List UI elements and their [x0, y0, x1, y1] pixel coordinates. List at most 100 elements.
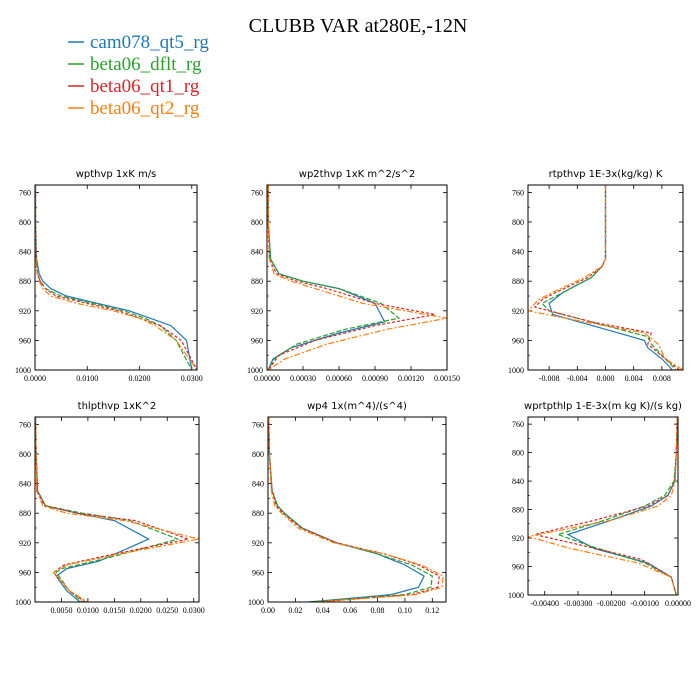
- x-tick-label: 0.02: [288, 606, 302, 615]
- plot-frame: [34, 416, 200, 603]
- x-tick-label: 0.08: [371, 606, 385, 615]
- series-line: [35, 185, 197, 370]
- x-tick-label: 0.06: [343, 606, 357, 615]
- x-tick-label: 0.0200: [129, 374, 151, 383]
- x-tick-label: 0.0100: [76, 374, 98, 383]
- series-line: [268, 417, 444, 602]
- plot-frame: [266, 184, 448, 371]
- series-line: [534, 417, 678, 595]
- x-tick-label: 0.0250: [156, 606, 178, 615]
- y-tick-label: 760: [251, 188, 263, 197]
- y-tick-label: 840: [19, 248, 31, 257]
- y-tick-label: 960: [512, 336, 524, 345]
- y-tick-label: 880: [19, 509, 31, 518]
- series-line: [35, 417, 199, 602]
- y-tick-label: 760: [252, 420, 264, 429]
- chart-panel: rtpthvp 1E-3x(kg/kg) K 760 800 840 880 920 960…: [508, 169, 684, 383]
- series-line: [528, 417, 678, 595]
- y-tick-label: 1000: [247, 366, 263, 375]
- y-tick-label: 1000: [15, 598, 31, 607]
- legend-label: beta06_qt1_rg: [90, 76, 200, 97]
- y-tick-label: 840: [252, 480, 264, 489]
- y-tick-label: 880: [252, 509, 264, 518]
- y-tick-label: 800: [252, 450, 264, 459]
- x-tick-label: 0.004: [625, 374, 643, 383]
- y-tick-label: 920: [19, 307, 31, 316]
- plot-frame: [267, 416, 447, 603]
- x-tick-label: 0.00090: [362, 374, 388, 383]
- y-tick-label: 1000: [248, 598, 264, 607]
- x-tick-label: 0.12: [425, 606, 439, 615]
- series-line: [267, 185, 447, 370]
- y-tick-label: 960: [19, 568, 31, 577]
- y-tick-label: 760: [512, 188, 524, 197]
- panel-title: wp4 1x(m^4)/(s^4): [307, 401, 407, 412]
- chart-panel: wpthvp 1xK m/s 760 800 840 880 920 960 10000.00…: [15, 169, 203, 383]
- y-tick-label: 760: [19, 420, 31, 429]
- plot-frame: [34, 184, 198, 371]
- chart-panels: wpthvp 1xK m/s76080084088092096010000.00…: [15, 169, 691, 615]
- x-tick-label: -0.008: [539, 374, 560, 383]
- y-tick-label: 880: [19, 277, 31, 286]
- y-tick-label: 960: [251, 336, 263, 345]
- chart-panel: wprtpthlp 1-E-3x(m kg K)/(s kg)760 800 840…: [508, 401, 691, 608]
- y-tick-label: 960: [252, 568, 264, 577]
- y-tick-label: 880: [512, 506, 524, 515]
- x-tick-label: 0.0050: [50, 606, 72, 615]
- plot-frame: [527, 416, 679, 596]
- series-group: [35, 185, 197, 370]
- series-line: [528, 185, 683, 370]
- y-tick-label: 840: [251, 248, 263, 257]
- x-tick-label: 0.0100: [77, 606, 99, 615]
- x-tick-label: 0.04: [316, 606, 330, 615]
- series-line: [267, 185, 401, 370]
- x-tick-label: -0.00100: [630, 599, 659, 608]
- x-tick-label: -0.004: [567, 374, 588, 383]
- series-line: [268, 417, 433, 602]
- y-tick-label: 840: [19, 480, 31, 489]
- x-tick-label: -0.00300: [564, 599, 593, 608]
- x-tick-label: 0.0200: [130, 606, 152, 615]
- y-tick-label: 760: [19, 188, 31, 197]
- x-tick-label: 0.00000: [665, 599, 691, 608]
- panel-title: thlpthvp 1xK^2: [78, 401, 157, 412]
- series-group: [268, 417, 444, 602]
- y-tick-label: 920: [512, 307, 524, 316]
- y-tick-label: 760: [512, 420, 524, 429]
- y-tick-label: 800: [251, 218, 263, 227]
- y-tick-label: 1000: [508, 591, 524, 600]
- x-tick-label: 0.00120: [398, 374, 424, 383]
- x-tick-label: 0.00030: [290, 374, 316, 383]
- x-tick-label: 0.00150: [434, 374, 460, 383]
- y-tick-label: 920: [512, 534, 524, 543]
- x-tick-label: 0.00060: [326, 374, 352, 383]
- figure-title: CLUBB VAR at280E,-12N: [249, 15, 468, 37]
- y-tick-label: 1000: [15, 366, 31, 375]
- series-group: [528, 185, 683, 370]
- panel-title: wpthvp 1xK m/s: [76, 169, 157, 180]
- x-tick-label: 0.0300: [183, 606, 205, 615]
- y-tick-label: 1000: [508, 366, 524, 375]
- x-tick-label: 0.00: [261, 606, 275, 615]
- legend-label: beta06_qt2_rg: [90, 98, 200, 119]
- series-line: [267, 185, 436, 370]
- x-tick-label: -0.00200: [597, 599, 626, 608]
- y-tick-label: 960: [512, 563, 524, 572]
- y-tick-label: 920: [252, 539, 264, 548]
- series-line: [268, 417, 440, 602]
- series-line: [35, 185, 197, 370]
- series-line: [556, 417, 678, 595]
- x-tick-label: 0.0150: [103, 606, 125, 615]
- y-tick-label: 920: [19, 539, 31, 548]
- legend-label: beta06_dflt_rg: [90, 54, 202, 75]
- y-tick-label: 840: [512, 477, 524, 486]
- panel-title: wprtpthlp 1-E-3x(m kg K)/(s kg): [524, 401, 682, 412]
- y-tick-label: 920: [251, 307, 263, 316]
- y-tick-label: 800: [19, 450, 31, 459]
- series-group: [267, 185, 447, 370]
- y-tick-label: 840: [512, 248, 524, 257]
- panel-title: rtpthvp 1E-3x(kg/kg) K: [549, 169, 663, 180]
- x-tick-label: 0.0300: [181, 374, 203, 383]
- y-tick-label: 880: [512, 277, 524, 286]
